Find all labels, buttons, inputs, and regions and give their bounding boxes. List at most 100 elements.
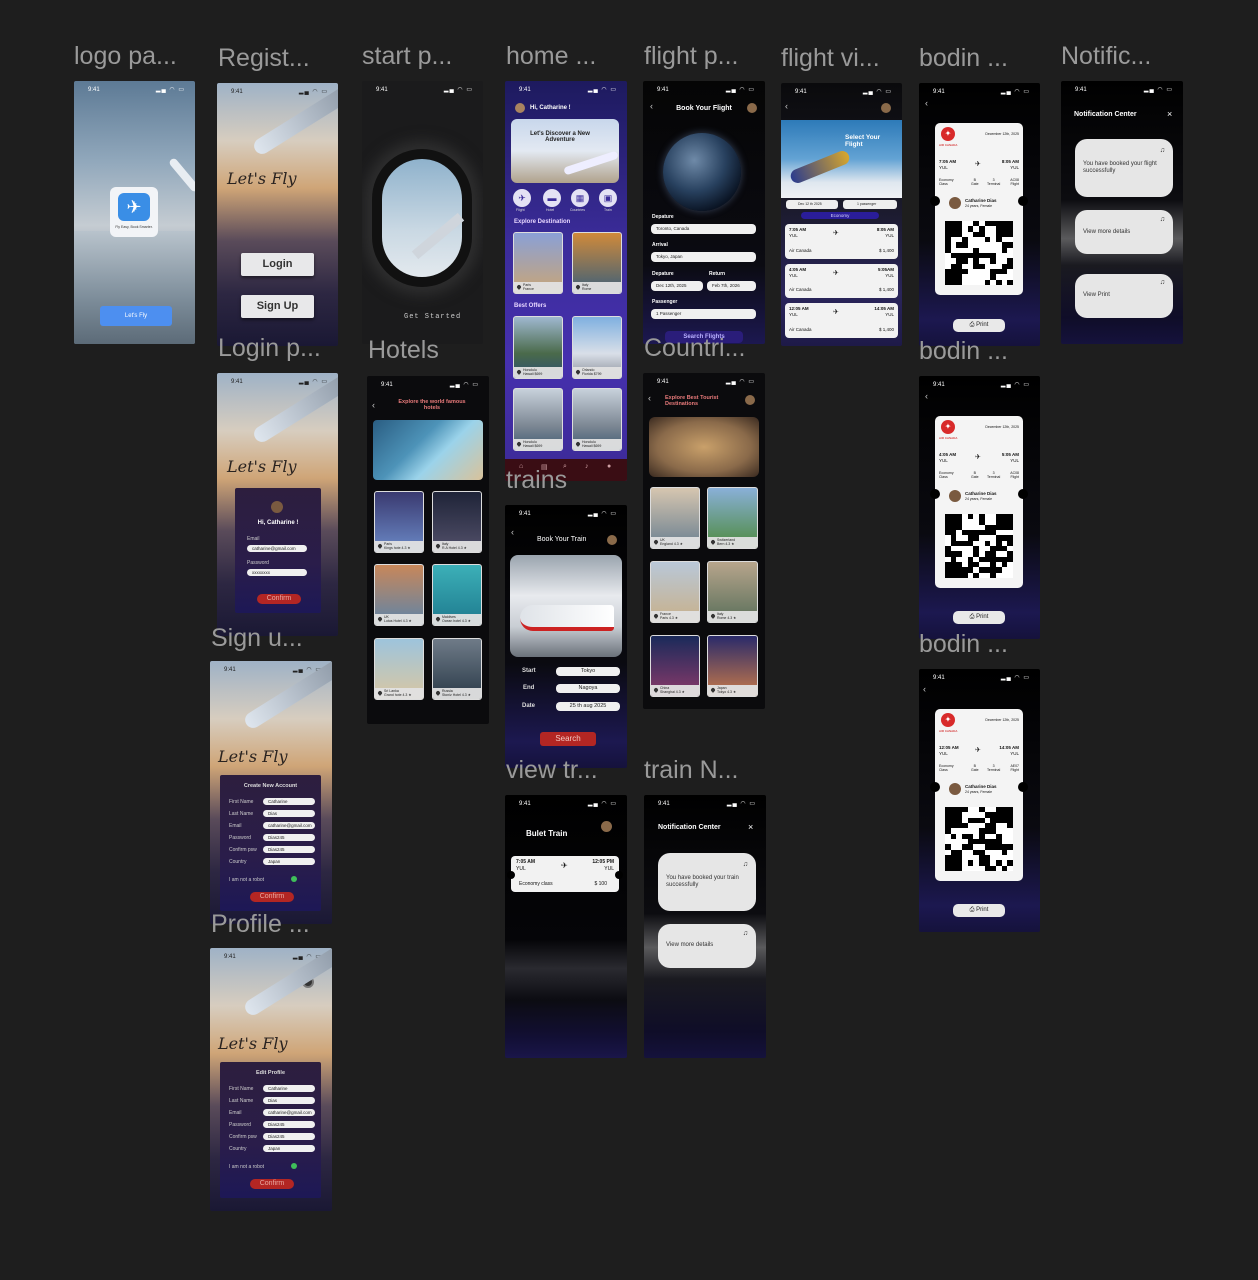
password-field[interactable]: Dias245 <box>263 1121 315 1128</box>
destination-card[interactable]: Italy Rome <box>572 232 622 294</box>
first-name-field[interactable]: Catharine <box>263 798 315 805</box>
countries-category-icon[interactable]: ▦ <box>571 189 589 207</box>
email-field[interactable]: catharine@gmail.com <box>263 1109 315 1116</box>
flight-category-icon[interactable]: ✈ <box>513 189 531 207</box>
back-icon[interactable]: ‹ <box>648 393 651 403</box>
flight-ticket[interactable]: 7:05 AM YUL 8:05 AM YUL ✈ Air Canada $ 1… <box>785 224 898 259</box>
last-name-field[interactable]: Dias <box>263 1097 315 1104</box>
email-field[interactable]: catharine@gmail.com <box>247 545 307 552</box>
avatar[interactable] <box>747 103 757 113</box>
back-icon[interactable]: ‹ <box>923 684 926 694</box>
confirm-password-field[interactable]: Dias245 <box>263 846 315 853</box>
back-icon[interactable]: ‹ <box>925 98 928 108</box>
hotel-card[interactable]: UK Lotus Hotel 4.3 ★ <box>374 564 424 626</box>
flight-ticket[interactable]: 12:05 AM YUL 14:05 AM YUL ✈ Air Canada $… <box>785 303 898 338</box>
notification-card[interactable]: You have booked your train successfully … <box>658 853 756 911</box>
avatar[interactable] <box>601 821 612 832</box>
email-field[interactable]: catharine@gmail.com <box>263 822 315 829</box>
title: Let's Fly <box>218 1034 288 1053</box>
search-button[interactable]: Search <box>540 732 596 746</box>
confirm-button[interactable]: Confirm <box>257 594 301 604</box>
card-sub: Hawaii <box>523 444 534 448</box>
get-started-button[interactable]: Get Started <box>404 313 462 321</box>
confirm-password-field[interactable]: Dias245 <box>263 1133 315 1140</box>
notification-card[interactable]: You have booked your flight successfully… <box>1075 139 1173 197</box>
flight-ticket[interactable]: 4:05 AM YUL 5:05AM YUL ✈ Air Canada $ 1,… <box>785 264 898 298</box>
confirm-button[interactable]: Confirm <box>250 1179 294 1189</box>
logo-tagline: Fly Easy, Book Smarter. <box>115 225 153 229</box>
notification-card[interactable]: View more details ♫ <box>658 924 756 968</box>
hotel-category-icon[interactable]: ▬ <box>543 189 561 207</box>
arr-code: YUL <box>604 866 614 872</box>
back-icon[interactable]: ‹ <box>785 101 788 111</box>
hero-banner[interactable]: Let's Discover a New Adventure <box>511 119 619 183</box>
date-chip[interactable]: Dec 12 th 2025 <box>786 200 838 209</box>
hotel-card[interactable]: Paris Kings hote 4.3 ★ <box>374 491 424 553</box>
passenger-chip[interactable]: 1 passenger <box>843 200 897 209</box>
notification-card[interactable]: View Print ♫ <box>1075 274 1173 318</box>
back-icon[interactable]: ‹ <box>925 391 928 401</box>
country-card[interactable]: Switzerland Bern 4.3 ★ <box>707 487 758 549</box>
end-field[interactable]: Nagoya <box>556 684 620 693</box>
country-card[interactable]: Japan Tokyo 4.3 ★ <box>707 635 758 697</box>
country-card[interactable]: China Shanghai 4.3 ★ <box>650 635 700 697</box>
last-name-field[interactable]: Dias <box>263 810 315 817</box>
country-field[interactable]: Japan <box>263 1145 315 1152</box>
login-button[interactable]: Login <box>241 253 314 276</box>
dep-date-field[interactable]: Dec 12th, 2025 <box>651 281 703 291</box>
search-flights-button[interactable]: Search Flights <box>665 331 743 343</box>
avatar[interactable] <box>607 535 617 545</box>
notifications-nav-icon[interactable]: ♪ <box>585 463 589 470</box>
departure-field[interactable]: Toronto, Canada <box>651 224 756 234</box>
country-card[interactable]: Italy Rome 4.3 ★ <box>707 561 758 623</box>
country-card[interactable]: UK England 4.3 ★ <box>650 487 700 549</box>
print-button[interactable]: ⎙ Print <box>953 611 1005 624</box>
search-nav-icon[interactable]: ⌕ <box>563 463 567 470</box>
destination-card[interactable]: Paris France <box>513 232 563 294</box>
back-icon[interactable]: ‹ <box>372 400 375 410</box>
hotel-card[interactable]: Sri Lanka Grand hote 4.3 ★ <box>374 638 424 700</box>
lets-fly-button[interactable]: Let's Fly <box>100 306 172 326</box>
train-category-icon[interactable]: ▣ <box>599 189 617 207</box>
passenger-field[interactable]: 1 Passenger <box>651 309 756 319</box>
avatar[interactable] <box>745 395 755 405</box>
check-circle-icon[interactable] <box>291 1163 297 1169</box>
hotel-card[interactable]: Russia Stoniz Hotel 4.3 ★ <box>432 638 482 700</box>
first-name-field[interactable]: Catharine <box>263 1085 315 1092</box>
maple-leaf-icon: ✦ <box>941 127 955 141</box>
signup-button[interactable]: Sign Up <box>241 295 314 318</box>
notification-card[interactable]: View more details ♫ <box>1075 210 1173 254</box>
offer-card[interactable]: Honolulu Hawaii $699 <box>513 388 563 451</box>
profile-nav-icon[interactable]: ● <box>607 463 612 470</box>
train-ticket[interactable]: 7:05 AM YUL ✈ 12:05 PM YUL Economy class… <box>507 856 623 892</box>
dep-time: 7:05 AM <box>939 159 957 164</box>
avatar[interactable] <box>881 103 891 113</box>
hotel-card[interactable]: Maldives Ocean hotel 4.3 ★ <box>432 564 482 626</box>
country-card[interactable]: France Paris 4.3 ★ <box>650 561 700 623</box>
print-button[interactable]: ⎙ Print <box>953 319 1005 332</box>
class-tab[interactable]: Economy <box>801 212 879 219</box>
print-button[interactable]: ⎙ Print <box>953 904 1005 917</box>
return-date-field[interactable]: Feb 7th, 2026 <box>707 281 756 291</box>
password-field[interactable]: Dias245 <box>263 834 315 841</box>
bell-icon: ♫ <box>1159 147 1165 154</box>
confirm-button[interactable]: Confirm <box>250 892 294 902</box>
arrival-field[interactable]: Tokyo, Japan <box>651 252 756 262</box>
offer-card[interactable]: Honolulu Hawaii $699 <box>572 388 622 451</box>
password-field[interactable]: xxxxxxxx <box>247 569 307 576</box>
check-circle-icon[interactable] <box>291 876 297 882</box>
close-icon[interactable]: × <box>748 822 754 832</box>
avatar[interactable] <box>515 103 525 113</box>
offer-card[interactable]: Honolulu Hawaii $699 <box>513 316 563 379</box>
country-field[interactable]: Japan <box>263 858 315 865</box>
bookings-nav-icon[interactable]: ▤ <box>541 464 548 471</box>
back-icon[interactable]: ‹ <box>511 527 514 537</box>
offer-card[interactable]: Orlando Florida $799 <box>572 316 622 379</box>
date-field[interactable]: 25 th aug 2025 <box>556 702 620 711</box>
home-nav-icon[interactable]: ⌂ <box>519 463 524 470</box>
captcha-label: I am not a robot <box>229 877 265 883</box>
back-icon[interactable]: ‹ <box>650 101 653 111</box>
hotel-card[interactable]: Italy R.A Hotel 4.3 ★ <box>432 491 482 553</box>
start-field[interactable]: Tokyo <box>556 667 620 676</box>
close-icon[interactable]: × <box>1167 109 1173 119</box>
